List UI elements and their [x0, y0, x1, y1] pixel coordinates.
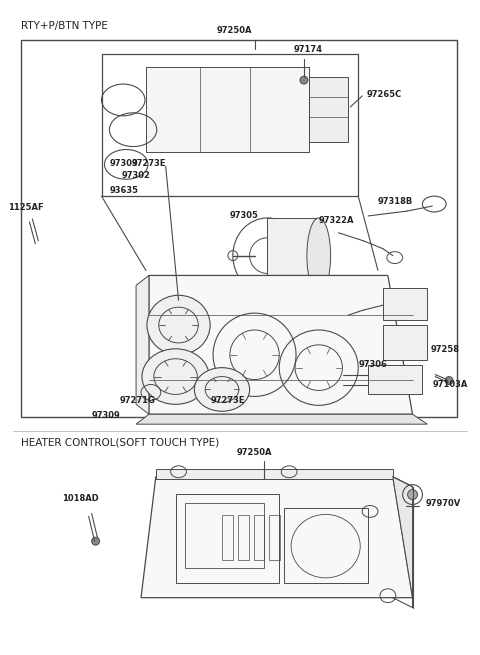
Text: HEATER CONTROL(SOFT TOUCH TYPE): HEATER CONTROL(SOFT TOUCH TYPE) — [21, 437, 219, 447]
Text: 97302: 97302 — [121, 172, 150, 180]
Polygon shape — [136, 414, 427, 424]
Text: 97174: 97174 — [294, 45, 323, 54]
Circle shape — [92, 537, 99, 545]
Text: 97970V: 97970V — [425, 498, 461, 508]
Bar — [253, 515, 264, 560]
Polygon shape — [309, 77, 348, 141]
Ellipse shape — [194, 367, 250, 411]
Bar — [269, 515, 280, 560]
Text: 97309: 97309 — [92, 411, 120, 421]
Text: 97322A: 97322A — [319, 216, 354, 225]
Text: 97305: 97305 — [230, 211, 259, 220]
Text: 97306: 97306 — [358, 360, 387, 369]
Ellipse shape — [307, 218, 331, 293]
Ellipse shape — [142, 349, 209, 404]
Text: 97265C: 97265C — [366, 90, 401, 99]
Polygon shape — [393, 477, 412, 608]
Polygon shape — [383, 325, 427, 360]
Text: 97318B: 97318B — [378, 197, 413, 206]
Text: 93635: 93635 — [109, 186, 138, 195]
Text: 97303: 97303 — [109, 159, 138, 168]
Bar — [101, 54, 358, 196]
Bar — [21, 41, 457, 417]
Polygon shape — [141, 477, 412, 598]
Bar — [238, 515, 249, 560]
Text: 97103A: 97103A — [432, 379, 468, 388]
Ellipse shape — [147, 295, 210, 355]
Polygon shape — [267, 218, 319, 293]
Text: 97271G: 97271G — [120, 396, 155, 405]
Polygon shape — [136, 276, 149, 414]
Polygon shape — [149, 276, 412, 414]
Text: 97273E: 97273E — [210, 396, 245, 405]
Text: 1018AD: 1018AD — [62, 494, 99, 502]
Text: 97273E: 97273E — [131, 159, 166, 168]
Circle shape — [445, 377, 453, 384]
Polygon shape — [368, 365, 422, 394]
Polygon shape — [156, 469, 393, 479]
Polygon shape — [146, 67, 309, 151]
Polygon shape — [383, 288, 427, 320]
Text: 97250A: 97250A — [217, 26, 252, 35]
Text: 97258: 97258 — [430, 345, 459, 354]
Circle shape — [300, 76, 308, 84]
Bar — [185, 504, 264, 568]
Circle shape — [408, 490, 418, 500]
Bar — [222, 515, 233, 560]
Text: 97250A: 97250A — [237, 448, 272, 457]
Text: 1125AF: 1125AF — [8, 203, 43, 212]
Text: RTY+P/BTN TYPE: RTY+P/BTN TYPE — [21, 20, 108, 31]
